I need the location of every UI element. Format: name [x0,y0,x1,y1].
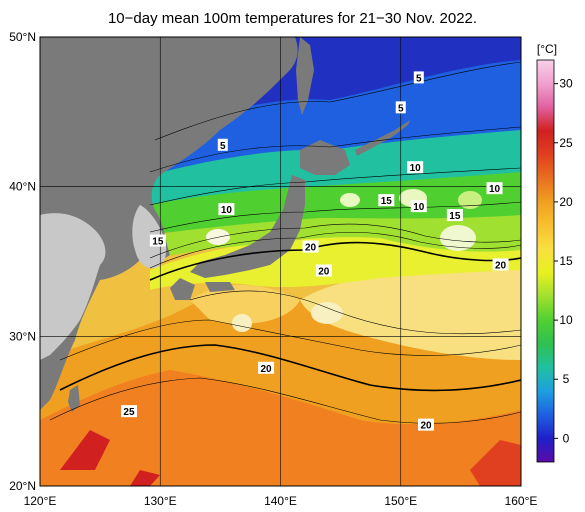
lat-tick-label: 40°N [9,180,36,194]
svg-text:10: 10 [489,184,501,195]
longitude-ticks: 120°E 130°E 140°E 150°E 160°E [24,494,538,508]
svg-text:25: 25 [123,407,135,418]
contour-lines [49,61,521,424]
svg-text:20: 20 [495,260,507,271]
lat-tick-label: 20°N [9,479,36,493]
lon-tick-label: 120°E [24,494,57,508]
contour-label: 15 [446,209,463,222]
contour-label: 20 [302,240,319,254]
svg-text:5: 5 [398,103,404,114]
contour-label: 20 [418,418,435,432]
lon-tick-label: 150°E [384,494,417,508]
svg-text:20: 20 [420,421,432,432]
contour-label: 5 [413,71,424,84]
contour-label: 10 [218,203,235,216]
svg-text:20: 20 [305,243,317,254]
colorbar-tick-label: 30 [559,77,573,91]
contour-label: 10 [410,200,427,213]
colorbar-tick-label: 10 [559,313,573,327]
contour-label: 10 [486,182,503,195]
colorbar-unit: [°C] [537,42,557,56]
svg-text:10: 10 [221,205,233,216]
svg-text:10: 10 [410,163,422,174]
colorbar-ticks: 0 5 10 15 20 25 30 [554,77,573,445]
colorbar-tick-label: 20 [559,195,573,209]
map-title: 10−day mean 100m temperatures for 21−30 … [107,10,478,27]
graticule [40,37,521,486]
colorbar-tick-label: 5 [563,372,570,386]
colorbar-tick-label: 0 [563,431,570,445]
colorbar: [°C] 0 5 10 15 20 25 30 [536,42,573,463]
contour-label: 20 [258,361,275,375]
svg-text:15: 15 [152,237,164,248]
contour-label: 20 [315,264,332,277]
svg-text:15: 15 [449,211,461,222]
colorbar-bar [536,59,555,463]
map-frame [39,36,522,487]
svg-text:10: 10 [413,202,425,213]
colorbar-tick-label: 25 [559,136,573,150]
lon-tick-label: 130°E [144,494,177,508]
contour-label: 15 [149,234,166,248]
svg-text:5: 5 [220,141,226,152]
contour-label: 5 [217,138,228,152]
lat-tick-label: 30°N [9,329,36,343]
contour-label: 25 [120,405,137,418]
contour-label: 15 [378,194,395,207]
contour-label: 5 [395,101,406,114]
svg-text:20: 20 [261,364,273,375]
lon-tick-label: 140°E [264,494,297,508]
land [40,37,410,412]
colorbar-tick-label: 15 [559,254,573,268]
lat-tick-label: 50°N [9,30,36,44]
svg-text:15: 15 [381,196,393,207]
svg-text:5: 5 [416,73,422,84]
latitude-ticks: 20°N 30°N 40°N 50°N [9,30,36,493]
major-contours [59,241,521,392]
contour-labels: 5 5 5 10 10 10 10 15 15 15 20 20 20 20 20 25 [120,71,509,432]
contour-label: 10 [407,161,424,174]
svg-text:20: 20 [318,266,330,277]
contour-label: 20 [492,258,509,271]
lon-tick-label: 160°E [505,494,538,508]
